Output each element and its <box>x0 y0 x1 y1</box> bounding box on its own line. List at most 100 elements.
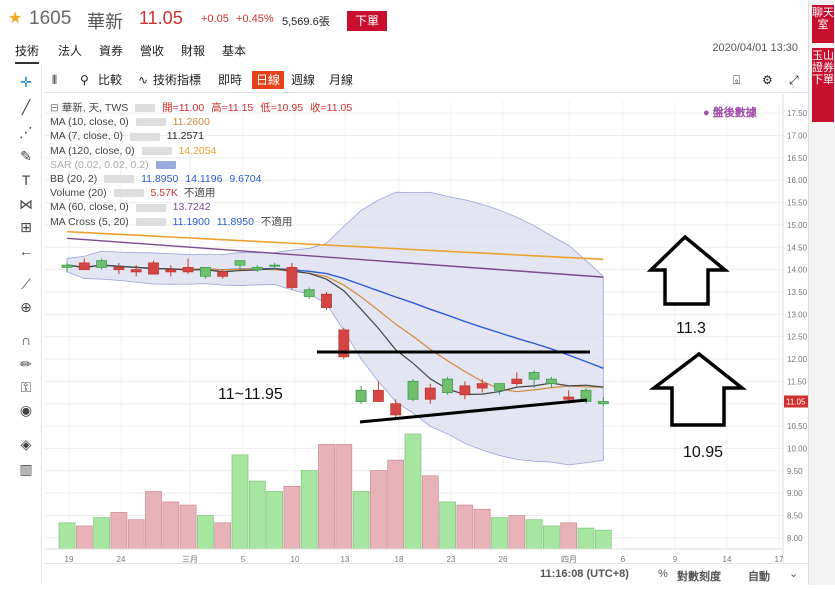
price-tick: 14.00 <box>787 266 808 275</box>
legend-volume-label: Volume (20) <box>50 187 107 200</box>
log-scale-toggle[interactable]: 對數刻度 <box>677 571 721 583</box>
candle-body <box>113 266 125 271</box>
tab-financials[interactable]: 財報 <box>181 44 206 58</box>
trendline-icon[interactable]: ╱ <box>21 99 31 115</box>
volume-bar <box>594 529 612 550</box>
legend-macross-label: MA Cross (5, 20) <box>50 215 129 228</box>
weekly-button[interactable]: 週線 <box>291 73 316 87</box>
favorite-star-icon[interactable]: ★ <box>8 10 23 27</box>
price-tick: 16.50 <box>787 154 808 163</box>
lock-icon[interactable]: ⚿ <box>20 379 32 395</box>
price-chart[interactable]: 17.50 17.00 16.50 16.00 15.50 15.00 14.50 14.00… <box>45 94 808 585</box>
target-low-annotation: 10.95 <box>683 444 724 461</box>
candle-body <box>96 260 107 268</box>
price-tick: 8.50 <box>787 511 803 520</box>
arrow-up-lower-icon <box>648 351 748 427</box>
price-tick: 14.50 <box>787 243 808 252</box>
legend-ma10[interactable]: MA (10, close, 0) 11.2600 <box>50 115 352 129</box>
stock-code: 1605 <box>29 8 72 29</box>
legend-volume-controls[interactable] <box>113 189 144 198</box>
drawing-toolbar: ✛ ╱ ⋰ ✎ T ⋈ ⊞ ← ⟋ ⊕ ∩ ✏ ⚿ ◉ ◈ ▥ <box>10 64 42 584</box>
prediction-icon[interactable]: ⊞ <box>20 219 32 235</box>
price-tick: 9.00 <box>787 489 803 498</box>
compare-button[interactable]: 比較 <box>98 73 123 87</box>
fibonacci-icon[interactable]: ⋰ <box>19 124 33 140</box>
candle-body <box>355 389 367 402</box>
legend-sar-controls[interactable] <box>155 160 176 169</box>
magnet-icon[interactable]: ∩ <box>20 332 32 348</box>
price-tick: 11.50 <box>787 377 807 386</box>
legend-main[interactable]: ⊟ 華新, 天, TWS 開=11.00 高=11.15 低=10.95 收=1… <box>50 101 352 115</box>
monthly-button[interactable]: 月線 <box>329 73 354 87</box>
chart-area[interactable]: 17.50 17.00 16.50 16.00 15.50 15.00 14.50 14.00… <box>45 94 808 585</box>
text-icon[interactable]: T <box>21 172 31 188</box>
volume-bar <box>248 480 266 550</box>
tab-technical[interactable]: 技術 <box>15 42 40 64</box>
legend-bb-v2: 14.1196 <box>185 172 223 185</box>
price-tick: 16.00 <box>787 176 808 185</box>
stock-header: ★ 1605 華新 11.05 +0.05 +0.45% 5,569.6張 下單 <box>0 0 808 36</box>
tab-margin[interactable]: 資券 <box>99 44 124 58</box>
percent-toggle[interactable]: % <box>658 568 668 580</box>
legend-main-controls[interactable] <box>135 104 156 113</box>
lock-drawing-icon[interactable]: ✏ <box>20 356 32 372</box>
legend-ma120-value: 14.2054 <box>178 144 217 157</box>
gear-icon[interactable]: ⚙ <box>762 73 773 87</box>
legend-ma10-controls[interactable] <box>135 118 166 127</box>
pattern-icon[interactable]: ⋈ <box>19 196 33 212</box>
order-button[interactable]: 下單 <box>347 11 387 31</box>
trash-icon[interactable]: ▥ <box>19 461 33 477</box>
chevron-down-icon[interactable]: ⌄ <box>789 568 799 580</box>
back-arrow-icon[interactable]: ← <box>19 243 33 259</box>
collapse-icon[interactable]: ⊟ <box>50 102 59 114</box>
legend-ma120-controls[interactable] <box>141 146 172 155</box>
legend-macross[interactable]: MA Cross (5, 20) 11.1900 11.8950 不適用 <box>50 215 352 229</box>
indicators-button[interactable]: 技術指標 <box>153 73 202 87</box>
legend-close: 收=11.05 <box>310 102 353 114</box>
legend-ma120[interactable]: MA (120, close, 0) 14.2054 <box>50 144 352 158</box>
brush-icon[interactable]: ✎ <box>20 148 32 164</box>
legend-ma60[interactable]: MA (60, close, 0) 13.7242 <box>50 200 352 214</box>
ruler-icon[interactable]: ⟋ <box>21 276 31 292</box>
tab-revenue[interactable]: 營收 <box>140 44 165 58</box>
tab-basic[interactable]: 基本 <box>222 44 247 58</box>
time-tick: 三月 <box>182 555 198 564</box>
fullscreen-icon[interactable]: ⤢ <box>789 73 799 87</box>
candle-body <box>199 266 211 277</box>
legend-ma7[interactable]: MA (7, close, 0) 11.2571 <box>50 129 352 143</box>
candle-body <box>424 387 436 400</box>
volume-bar <box>179 504 197 550</box>
volume-bar <box>404 433 422 550</box>
broker-order-button[interactable]: 玉山證券下單 <box>812 48 834 122</box>
candle-body <box>528 372 540 380</box>
daily-button[interactable]: 日線 <box>252 71 285 89</box>
legend-volume[interactable]: Volume (20) 5.57K 不適用 <box>50 186 352 200</box>
volume-bar <box>110 512 128 550</box>
crosshair-icon[interactable]: ✛ <box>20 74 32 90</box>
tab-institutional[interactable]: 法人 <box>58 44 83 58</box>
time-axis: 19 24 三月 5 10 13 18 23 26 四月 6 9 14 17 <box>45 548 784 564</box>
camera-icon[interactable]: ⌻ <box>733 73 741 87</box>
legend-sar[interactable]: SAR (0.02, 0.02, 0.2) <box>50 158 352 172</box>
chatroom-button[interactable]: 聊天室 <box>812 5 834 43</box>
layers-icon[interactable]: ◈ <box>20 436 32 452</box>
volume-bar <box>525 519 543 550</box>
legend-ma7-controls[interactable] <box>129 132 160 141</box>
legend-ma7-value: 11.2571 <box>166 130 204 143</box>
price-tick: 12.00 <box>787 355 808 364</box>
legend-bb-controls[interactable] <box>104 175 135 184</box>
legend-bb[interactable]: BB (20, 2) 11.8950 14.1196 9.6704 <box>50 172 352 186</box>
zoom-in-icon[interactable]: ⊕ <box>20 299 32 315</box>
price-tick: 15.00 <box>787 221 808 230</box>
legend-ma60-label: MA (60, close, 0) <box>50 201 129 214</box>
candle-body <box>182 266 194 273</box>
auto-scale-toggle[interactable]: 自動 <box>748 571 770 583</box>
realtime-button[interactable]: 即時 <box>218 73 243 87</box>
legend-ma60-controls[interactable] <box>135 203 166 212</box>
legend-macross-controls[interactable] <box>135 217 166 226</box>
chart-type-icon[interactable]: ⫴ <box>52 73 58 87</box>
legend-low: 低=10.95 <box>260 102 304 114</box>
price-tick: 10.50 <box>787 422 808 431</box>
candle-body <box>321 293 332 309</box>
eye-icon[interactable]: ◉ <box>19 402 33 418</box>
